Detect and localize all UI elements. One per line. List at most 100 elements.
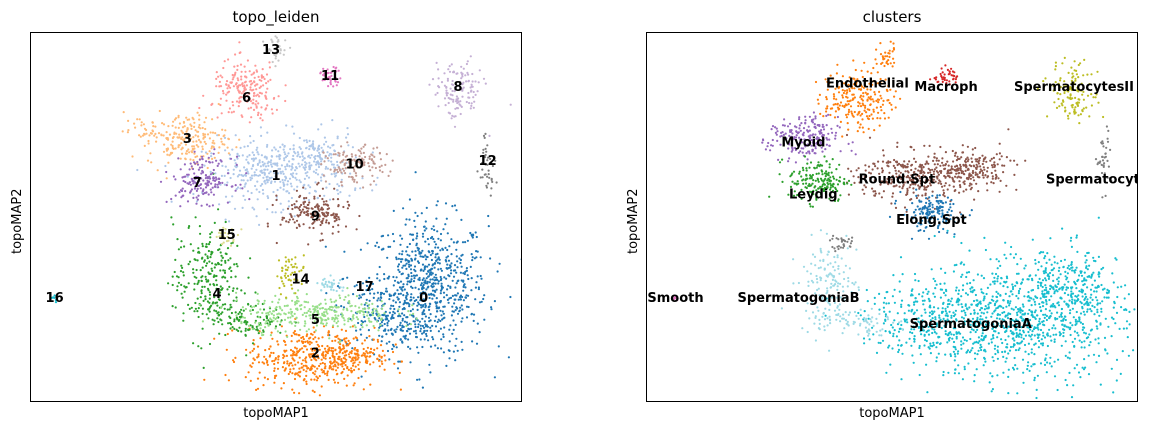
data-point <box>204 186 208 189</box>
data-point <box>402 283 405 286</box>
data-point <box>452 71 455 74</box>
data-point <box>222 66 225 70</box>
data-point <box>399 324 402 327</box>
data-point <box>1024 334 1027 337</box>
data-point <box>305 370 308 373</box>
data-point <box>219 306 223 310</box>
data-point <box>412 302 415 305</box>
data-point <box>200 289 203 292</box>
data-point <box>1075 363 1079 366</box>
data-point <box>251 308 254 312</box>
data-point <box>210 155 213 158</box>
data-point <box>240 173 243 177</box>
data-point <box>952 350 955 353</box>
data-point <box>341 278 344 281</box>
data-point <box>1007 368 1010 371</box>
data-point <box>346 127 349 130</box>
data-point <box>485 184 488 187</box>
data-point <box>263 302 266 305</box>
data-point <box>337 320 340 323</box>
data-point <box>1030 348 1033 351</box>
data-point <box>361 175 364 178</box>
data-point <box>273 381 276 384</box>
data-point <box>960 340 963 343</box>
data-point <box>484 162 487 165</box>
data-point <box>257 75 260 78</box>
data-point <box>449 87 452 90</box>
data-point <box>1044 255 1047 258</box>
data-point <box>216 164 219 167</box>
data-point <box>346 141 349 144</box>
data-point <box>424 240 427 243</box>
data-point <box>414 274 417 277</box>
data-point <box>454 286 457 289</box>
data-point <box>460 71 463 74</box>
data-point <box>182 312 185 315</box>
data-point <box>300 362 303 365</box>
data-point <box>240 179 243 182</box>
data-point <box>351 178 354 181</box>
data-point <box>368 276 371 279</box>
data-point <box>424 282 427 285</box>
data-point <box>992 337 995 340</box>
data-point <box>193 125 196 128</box>
data-point <box>303 345 306 348</box>
data-point <box>422 277 425 280</box>
data-point <box>379 344 383 347</box>
data-point <box>445 256 448 259</box>
data-point <box>331 282 334 285</box>
data-point <box>211 204 214 207</box>
data-point <box>309 310 312 313</box>
data-point <box>411 304 414 307</box>
data-point <box>243 75 247 78</box>
data-point <box>410 278 413 281</box>
data-point <box>320 146 323 149</box>
data-point <box>379 318 382 321</box>
data-point <box>353 168 356 171</box>
data-point <box>171 140 174 143</box>
data-point <box>322 217 325 220</box>
data-point <box>293 359 296 362</box>
data-point <box>255 88 258 91</box>
data-point <box>406 280 409 283</box>
data-point <box>1087 354 1090 357</box>
data-point <box>345 354 348 357</box>
data-point <box>215 77 218 80</box>
data-point <box>1004 314 1007 317</box>
data-point <box>397 298 400 301</box>
data-point <box>915 325 918 328</box>
data-point <box>246 321 249 324</box>
data-point <box>275 194 278 197</box>
data-point <box>454 107 457 110</box>
data-point <box>1105 296 1108 299</box>
data-point <box>267 160 270 164</box>
data-point <box>259 308 262 311</box>
data-point <box>284 276 287 279</box>
data-point <box>303 306 306 309</box>
data-point <box>1008 349 1012 352</box>
data-point <box>261 75 265 79</box>
data-point <box>226 308 229 311</box>
data-point <box>1039 297 1042 300</box>
data-point <box>1022 337 1025 340</box>
data-point <box>442 333 445 336</box>
data-point <box>354 188 357 192</box>
data-point <box>396 310 399 313</box>
data-point <box>272 51 275 54</box>
data-point <box>965 275 968 279</box>
data-point <box>1020 336 1023 339</box>
data-point <box>1039 309 1043 313</box>
data-point <box>448 340 451 343</box>
data-point <box>1054 284 1057 287</box>
data-point <box>407 338 410 341</box>
data-point <box>303 311 306 315</box>
data-point <box>359 150 362 153</box>
data-point <box>269 161 272 164</box>
data-point <box>486 156 490 159</box>
data-point <box>314 211 317 214</box>
data-point <box>1110 316 1114 319</box>
data-point <box>324 203 327 206</box>
data-point <box>486 175 489 178</box>
data-point <box>234 184 237 187</box>
data-point <box>346 133 350 136</box>
